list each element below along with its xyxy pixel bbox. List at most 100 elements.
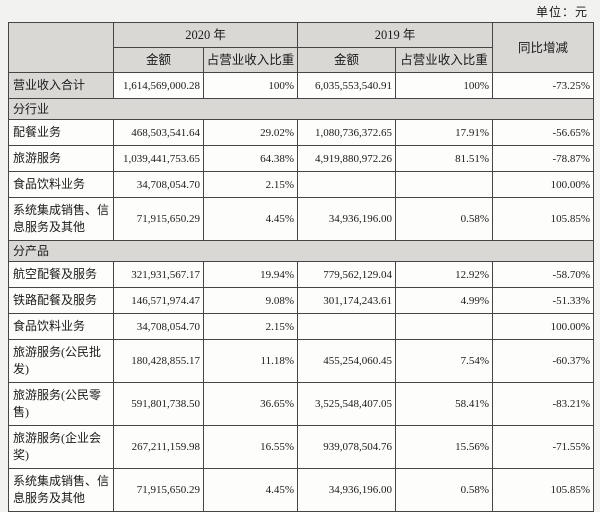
amount-2020-cell: 146,571,974.47 (113, 287, 204, 314)
yoy-cell: 105.85% (492, 468, 595, 512)
share-2019-cell: 4.99% (395, 287, 494, 314)
amount-2019-cell (297, 313, 397, 340)
yoy-header: 同比增减 (492, 22, 595, 73)
revenue-breakdown-table: 2020 年 2019 年 同比增减 金额 占营业收入比重 金额 占营业收入比重… (7, 22, 595, 512)
share-2020-cell: 19.94% (202, 261, 299, 288)
amount-2019-cell: 34,936,196.00 (297, 197, 397, 241)
share-2020-cell: 64.38% (202, 145, 299, 172)
yoy-cell: -71.55% (492, 425, 595, 469)
share-2020-cell: 4.45% (202, 468, 299, 512)
table-row: 航空配餐及服务 321,931,567.17 19.94% 779,562,129.0… (8, 261, 595, 288)
yoy-cell: -58.70% (492, 261, 595, 288)
yoy-cell: 100.00% (492, 313, 595, 340)
yoy-cell: -83.21% (492, 382, 595, 426)
header-row-metrics: 金额 占营业收入比重 金额 占营业收入比重 (9, 47, 594, 73)
share-2020-cell: 9.08% (202, 287, 299, 314)
table-row: 系统集成销售、信息服务及其他 71,915,650.29 4.45% 34,936,1… (8, 197, 595, 241)
share-2019-cell: 17.91% (395, 119, 494, 146)
header-row-years: 2020 年 2019 年 同比增减 (8, 22, 595, 73)
share-2019-cell: 58.41% (395, 382, 494, 426)
section-row: 分行业 (7, 98, 595, 120)
share-2020-cell: 36.65% (202, 382, 299, 426)
share-2019-cell: 100% (395, 72, 494, 99)
yoy-cell: -73.25% (492, 72, 595, 99)
amount-2019-cell: 1,080,736,372.65 (297, 119, 397, 146)
row-label-cell: 营业收入合计 (8, 72, 114, 99)
share-2019-cell: 7.54% (395, 339, 494, 383)
amount-2020-cell: 71,915,650.29 (113, 197, 204, 241)
amount-2020-cell: 1,039,441,753.65 (113, 145, 204, 172)
yoy-cell: -51.33% (492, 287, 595, 314)
section-row: 分产品 (7, 240, 595, 262)
row-label-cell: 铁路配餐及服务 (8, 287, 114, 314)
unit-label: 单位：元 (535, 5, 588, 19)
row-label-cell: 系统集成销售、信息服务及其他 (8, 197, 114, 241)
amount-2020-cell: 468,503,541.64 (113, 119, 204, 146)
row-label-cell: 食品饮料业务 (8, 313, 114, 340)
share-2020-cell: 11.18% (202, 339, 299, 383)
year-2020-header: 2020 年 (112, 22, 299, 48)
share-2019-header: 占营业收入比重 (395, 47, 494, 73)
financial-report-page: { "unit_label": "单位：元", "colors": { "sha… (7, 5, 595, 512)
share-2020-cell: 16.55% (202, 425, 299, 469)
table-row: 配餐业务 468,503,541.64 29.02% 1,080,736,372.65… (8, 119, 595, 146)
share-2019-cell: 15.56% (395, 425, 494, 469)
share-2020-cell: 4.45% (202, 197, 299, 241)
table-row: 旅游服务 1,039,441,753.65 64.38% 4,919,880,972.… (8, 145, 595, 172)
table-row: 食品饮料业务 34,708,054.70 2.15% 100.00% (8, 313, 595, 340)
table-row: 旅游服务(企业会奖) 267,211,159.98 16.55% 939,078,50… (8, 425, 595, 469)
amount-2019-cell: 939,078,504.76 (297, 425, 397, 469)
row-label-cell: 旅游服务 (8, 145, 114, 172)
share-2020-cell: 2.15% (202, 171, 299, 198)
amount-2019-header: 金额 (297, 47, 397, 73)
amount-2020-cell: 1,614,569,000.28 (113, 72, 204, 99)
amount-2019-cell: 34,936,196.00 (297, 468, 397, 512)
amount-2020-cell: 591,801,738.50 (113, 382, 204, 426)
row-label-cell: 配餐业务 (8, 119, 114, 146)
share-2020-cell: 29.02% (202, 119, 299, 146)
amount-2019-cell: 6,035,553,540.91 (297, 72, 397, 99)
row-label-cell: 旅游服务(公民零售) (8, 382, 114, 426)
share-2020-cell: 100% (202, 72, 299, 99)
amount-2020-cell: 321,931,567.17 (113, 261, 204, 288)
amount-2020-cell: 180,428,855.17 (113, 339, 204, 383)
yoy-cell: -60.37% (492, 339, 595, 383)
row-label-cell: 旅游服务(企业会奖) (8, 425, 114, 469)
amount-2019-cell: 301,174,243.61 (297, 287, 397, 314)
share-2020-cell: 2.15% (202, 313, 299, 340)
share-2019-cell (395, 313, 494, 340)
table-row: 旅游服务(公民批发) 180,428,855.17 11.18% 455,254,06… (8, 339, 595, 383)
row-label-cell: 旅游服务(公民批发) (8, 339, 114, 383)
table-row: 营业收入合计 1,614,569,000.28 100% 6,035,553,540.… (8, 72, 595, 99)
table-row: 系统集成销售、信息服务及其他 71,915,650.29 4.45% 34,936,1… (8, 468, 595, 512)
amount-2020-cell: 34,708,054.70 (113, 313, 204, 340)
yoy-cell: -56.65% (492, 119, 595, 146)
year-2019-header: 2019 年 (297, 22, 494, 48)
share-2020-header: 占营业收入比重 (202, 47, 299, 73)
amount-2020-header: 金额 (113, 47, 204, 73)
row-label-cell: 食品饮料业务 (8, 171, 114, 198)
yoy-cell: -78.87% (492, 145, 595, 172)
share-2019-cell: 0.58% (395, 468, 494, 512)
section-label: 分行业 (7, 98, 595, 120)
amount-2020-cell: 71,915,650.29 (113, 468, 204, 512)
share-2019-cell (395, 171, 494, 198)
table-row: 铁路配餐及服务 146,571,974.47 9.08% 301,174,243.61… (8, 287, 595, 314)
amount-2019-cell: 779,562,129.04 (297, 261, 397, 288)
share-2019-cell: 12.92% (395, 261, 494, 288)
corner-empty-cell (8, 22, 114, 73)
amount-2020-cell: 267,211,159.98 (113, 425, 204, 469)
yoy-cell: 105.85% (492, 197, 595, 241)
amount-2019-cell: 3,525,548,407.05 (297, 382, 397, 426)
amount-2020-cell: 34,708,054.70 (113, 171, 204, 198)
table-row: 旅游服务(公民零售) 591,801,738.50 36.65% 3,525,548,… (8, 382, 595, 426)
amount-2019-cell: 4,919,880,972.26 (297, 145, 397, 172)
amount-2019-cell: 455,254,060.45 (297, 339, 397, 383)
share-2019-cell: 81.51% (395, 145, 494, 172)
row-label-cell: 航空配餐及服务 (8, 261, 114, 288)
share-2019-cell: 0.58% (395, 197, 494, 241)
row-label-cell: 系统集成销售、信息服务及其他 (8, 468, 114, 512)
amount-2019-cell (297, 171, 397, 198)
table-row: 食品饮料业务 34,708,054.70 2.15% 100.00% (8, 171, 595, 198)
section-label: 分产品 (7, 240, 595, 262)
